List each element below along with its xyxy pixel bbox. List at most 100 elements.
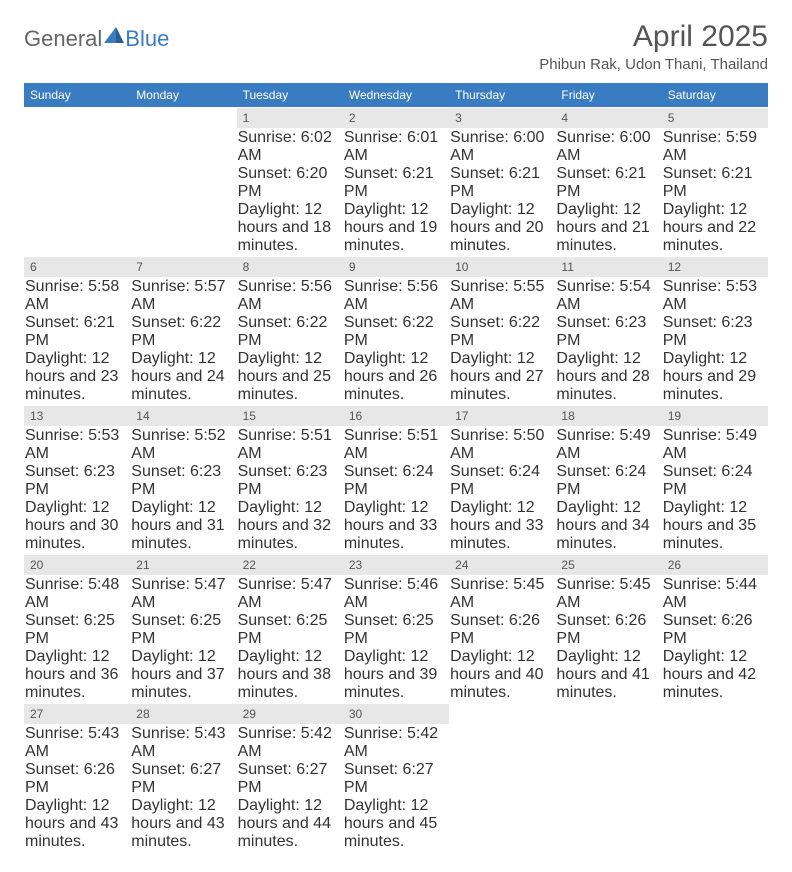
sunset-line: Sunset: 6:20 PM	[238, 165, 342, 201]
day-data-cell: Sunrise: 6:00 AMSunset: 6:21 PMDaylight:…	[449, 128, 555, 257]
empty-data-cell	[555, 724, 661, 852]
sunset-line: Sunset: 6:26 PM	[556, 612, 660, 648]
date-cell: 4	[555, 108, 661, 129]
day-data-cell: Sunrise: 5:54 AMSunset: 6:23 PMDaylight:…	[555, 277, 661, 406]
day-data-cell: Sunrise: 5:45 AMSunset: 6:26 PMDaylight:…	[449, 575, 555, 704]
daylight-line: Daylight: 12 hours and 23 minutes.	[25, 350, 129, 404]
sunset-line: Sunset: 6:27 PM	[238, 761, 342, 797]
sunrise-line: Sunrise: 5:43 AM	[25, 725, 129, 761]
dayname-cell: Thursday	[449, 83, 555, 108]
day-data-cell: Sunrise: 5:52 AMSunset: 6:23 PMDaylight:…	[130, 426, 236, 555]
sunset-line: Sunset: 6:21 PM	[450, 165, 554, 201]
page-title: April 2025	[539, 20, 768, 54]
dayname-cell: Monday	[130, 83, 236, 108]
data-row: Sunrise: 5:58 AMSunset: 6:21 PMDaylight:…	[24, 277, 768, 406]
sunset-line: Sunset: 6:22 PM	[131, 314, 235, 350]
date-cell: 23	[343, 555, 449, 576]
sunset-line: Sunset: 6:24 PM	[556, 463, 660, 499]
daylight-line: Daylight: 12 hours and 33 minutes.	[450, 499, 554, 553]
day-data-cell: Sunrise: 5:47 AMSunset: 6:25 PMDaylight:…	[130, 575, 236, 704]
date-row: 27282930	[24, 704, 768, 725]
date-cell: 20	[24, 555, 130, 576]
sunrise-line: Sunrise: 5:48 AM	[25, 576, 129, 612]
sunset-line: Sunset: 6:25 PM	[131, 612, 235, 648]
date-cell: 15	[237, 406, 343, 427]
header: General Blue April 2025 Phibun Rak, Udon…	[24, 20, 768, 73]
empty-date-cell	[555, 704, 661, 725]
sunrise-line: Sunrise: 5:51 AM	[344, 427, 448, 463]
sunset-line: Sunset: 6:25 PM	[238, 612, 342, 648]
date-cell: 21	[130, 555, 236, 576]
daylight-line: Daylight: 12 hours and 24 minutes.	[131, 350, 235, 404]
calendar-table: SundayMondayTuesdayWednesdayThursdayFrid…	[24, 83, 768, 852]
sunset-line: Sunset: 6:22 PM	[450, 314, 554, 350]
data-row: Sunrise: 5:53 AMSunset: 6:23 PMDaylight:…	[24, 426, 768, 555]
sunrise-line: Sunrise: 5:58 AM	[25, 278, 129, 314]
day-data-cell: Sunrise: 5:47 AMSunset: 6:25 PMDaylight:…	[237, 575, 343, 704]
date-cell: 12	[662, 257, 768, 278]
day-data-cell: Sunrise: 5:51 AMSunset: 6:23 PMDaylight:…	[237, 426, 343, 555]
day-data-cell: Sunrise: 5:43 AMSunset: 6:27 PMDaylight:…	[130, 724, 236, 852]
sunset-line: Sunset: 6:23 PM	[663, 314, 767, 350]
date-cell: 27	[24, 704, 130, 725]
sunset-line: Sunset: 6:25 PM	[25, 612, 129, 648]
sunrise-line: Sunrise: 6:00 AM	[556, 129, 660, 165]
daylight-line: Daylight: 12 hours and 45 minutes.	[344, 797, 448, 851]
daylight-line: Daylight: 12 hours and 35 minutes.	[663, 499, 767, 553]
day-data-cell: Sunrise: 6:01 AMSunset: 6:21 PMDaylight:…	[343, 128, 449, 257]
sunset-line: Sunset: 6:23 PM	[238, 463, 342, 499]
date-row: 13141516171819	[24, 406, 768, 427]
sunset-line: Sunset: 6:24 PM	[663, 463, 767, 499]
sunrise-line: Sunrise: 5:54 AM	[556, 278, 660, 314]
sunset-line: Sunset: 6:27 PM	[344, 761, 448, 797]
logo-triangle-icon	[104, 27, 124, 43]
date-cell: 9	[343, 257, 449, 278]
day-data-cell: Sunrise: 5:50 AMSunset: 6:24 PMDaylight:…	[449, 426, 555, 555]
sunrise-line: Sunrise: 5:55 AM	[450, 278, 554, 314]
sunset-line: Sunset: 6:23 PM	[131, 463, 235, 499]
date-cell: 25	[555, 555, 661, 576]
daylight-line: Daylight: 12 hours and 41 minutes.	[556, 648, 660, 702]
daylight-line: Daylight: 12 hours and 38 minutes.	[238, 648, 342, 702]
daylight-line: Daylight: 12 hours and 26 minutes.	[344, 350, 448, 404]
day-data-cell: Sunrise: 5:53 AMSunset: 6:23 PMDaylight:…	[24, 426, 130, 555]
daylight-line: Daylight: 12 hours and 28 minutes.	[556, 350, 660, 404]
date-cell: 17	[449, 406, 555, 427]
data-row: Sunrise: 6:02 AMSunset: 6:20 PMDaylight:…	[24, 128, 768, 257]
date-cell: 11	[555, 257, 661, 278]
day-data-cell: Sunrise: 5:56 AMSunset: 6:22 PMDaylight:…	[237, 277, 343, 406]
date-row: 20212223242526	[24, 555, 768, 576]
sunrise-line: Sunrise: 5:56 AM	[238, 278, 342, 314]
daylight-line: Daylight: 12 hours and 31 minutes.	[131, 499, 235, 553]
day-data-cell: Sunrise: 5:44 AMSunset: 6:26 PMDaylight:…	[662, 575, 768, 704]
sunrise-line: Sunrise: 5:57 AM	[131, 278, 235, 314]
day-data-cell: Sunrise: 5:43 AMSunset: 6:26 PMDaylight:…	[24, 724, 130, 852]
logo-text-general: General	[24, 26, 102, 52]
sunrise-line: Sunrise: 5:47 AM	[131, 576, 235, 612]
sunset-line: Sunset: 6:26 PM	[450, 612, 554, 648]
sunset-line: Sunset: 6:21 PM	[25, 314, 129, 350]
sunset-line: Sunset: 6:24 PM	[450, 463, 554, 499]
date-cell: 10	[449, 257, 555, 278]
day-data-cell: Sunrise: 5:56 AMSunset: 6:22 PMDaylight:…	[343, 277, 449, 406]
sunrise-line: Sunrise: 5:52 AM	[131, 427, 235, 463]
daylight-line: Daylight: 12 hours and 32 minutes.	[238, 499, 342, 553]
date-cell: 14	[130, 406, 236, 427]
sunrise-line: Sunrise: 5:42 AM	[238, 725, 342, 761]
dayname-cell: Tuesday	[237, 83, 343, 108]
day-data-cell: Sunrise: 5:58 AMSunset: 6:21 PMDaylight:…	[24, 277, 130, 406]
sunrise-line: Sunrise: 6:02 AM	[238, 129, 342, 165]
sunrise-line: Sunrise: 5:59 AM	[663, 129, 767, 165]
daylight-line: Daylight: 12 hours and 44 minutes.	[238, 797, 342, 851]
daylight-line: Daylight: 12 hours and 34 minutes.	[556, 499, 660, 553]
empty-data-cell	[449, 724, 555, 852]
logo-text-blue: Blue	[125, 26, 169, 52]
date-cell: 19	[662, 406, 768, 427]
day-data-cell: Sunrise: 5:49 AMSunset: 6:24 PMDaylight:…	[555, 426, 661, 555]
sunset-line: Sunset: 6:25 PM	[344, 612, 448, 648]
sunset-line: Sunset: 6:22 PM	[238, 314, 342, 350]
daylight-line: Daylight: 12 hours and 30 minutes.	[25, 499, 129, 553]
date-cell: 29	[237, 704, 343, 725]
empty-data-cell	[130, 128, 236, 257]
date-cell: 8	[237, 257, 343, 278]
